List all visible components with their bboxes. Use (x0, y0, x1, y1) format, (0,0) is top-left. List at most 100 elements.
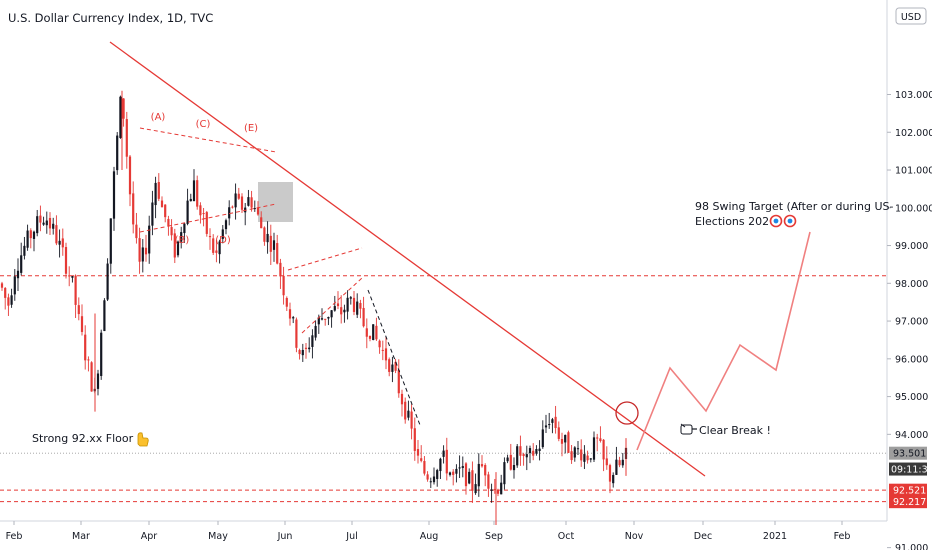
candle-body (592, 437, 596, 460)
flag-upper-line[interactable] (287, 247, 363, 271)
candle-body (407, 410, 410, 418)
candle-body (292, 317, 295, 319)
wave-label-b: (B) (175, 235, 190, 246)
candle-body (330, 310, 333, 318)
candle-body (557, 427, 560, 439)
candle-body (240, 196, 244, 210)
candle-body (208, 235, 212, 238)
currency-button[interactable]: USD (895, 7, 927, 25)
candle-body (404, 401, 407, 420)
candle-body (480, 464, 484, 467)
current-price-tag[interactable]: 93.501 (889, 446, 927, 460)
candle-body (269, 235, 272, 252)
candle-body (237, 193, 240, 199)
candle-body (224, 220, 228, 230)
level-tag-upper[interactable]: 92.521 (889, 483, 927, 497)
candle-body (212, 238, 215, 253)
pointing-hand-icon (680, 423, 697, 435)
time-axis[interactable]: Feb Mar Apr May Jun Jul Aug Sep Oct Nov Dec 2021 Feb (0, 520, 887, 542)
wave-label-e: (E) (244, 123, 258, 134)
target-note-line1: 98 Swing Target (After or during US- (695, 200, 893, 213)
highlight-box[interactable] (258, 182, 293, 222)
candle-body (135, 224, 138, 239)
candle-body (276, 243, 279, 264)
candle-body (308, 347, 311, 350)
candle-body (439, 458, 442, 472)
y-tick-label: 98.000 (895, 279, 928, 290)
candle-body (112, 171, 116, 219)
candle-body (544, 425, 548, 428)
candle-body (26, 230, 29, 248)
candle-body (116, 135, 119, 171)
candle-body (493, 489, 496, 491)
candle-body (4, 288, 7, 298)
candle-body (596, 437, 599, 439)
candle-body (148, 225, 151, 254)
currency-label: USD (901, 12, 921, 23)
candle-body (548, 424, 551, 426)
candle-body (420, 458, 423, 461)
candle-body (602, 439, 605, 460)
projection-path[interactable] (636, 231, 811, 451)
candle-body (132, 193, 135, 225)
candle-body (199, 205, 202, 216)
candle-body (340, 307, 343, 315)
candle-body (461, 466, 464, 468)
candle-body (96, 373, 100, 389)
triangle-lower-line[interactable] (139, 203, 277, 233)
candle-body (580, 449, 583, 461)
candle-body (346, 297, 349, 312)
x-tick-label: 2021 (763, 531, 787, 542)
candle-body (429, 481, 432, 483)
candle-body (16, 270, 20, 279)
candle-body (295, 319, 298, 348)
breakout-circle[interactable] (615, 401, 639, 425)
candle-body (7, 297, 10, 306)
candle-body (327, 316, 330, 319)
candle-body (400, 393, 404, 405)
descending-trendline[interactable] (109, 41, 706, 477)
candle-body (477, 463, 480, 487)
y-tick-label: 96.000 (895, 354, 928, 365)
candle-body (141, 247, 144, 262)
candle-body (13, 276, 16, 295)
triangle-upper-line[interactable] (139, 127, 277, 153)
candle-body (413, 428, 416, 451)
candle-body (554, 416, 557, 429)
candle-body (560, 438, 564, 444)
candle-body (618, 460, 621, 466)
candle-body (452, 471, 455, 475)
candle-body (36, 216, 39, 234)
x-tick-label: Jul (345, 531, 357, 542)
candle-body (532, 450, 535, 456)
candle-body (215, 250, 218, 253)
candles (0, 90, 628, 525)
clear-break-note: Clear Break ! (699, 424, 771, 437)
candle-body (426, 474, 429, 480)
candle-body (167, 218, 170, 226)
candle-body (333, 306, 336, 311)
candle-body (48, 217, 52, 229)
candle-body (71, 276, 74, 278)
candle-body (20, 255, 23, 273)
candle-body (416, 449, 420, 456)
wave-label-d: (D) (215, 235, 231, 246)
candle-body (384, 348, 388, 361)
candle-body (343, 309, 346, 313)
x-tick-label: Sep (485, 531, 503, 542)
breakdown-move-line[interactable] (367, 289, 421, 426)
candle-body (349, 297, 352, 299)
y-tick-label: 97.000 (895, 317, 928, 328)
candle-body (119, 96, 122, 138)
candle-body (484, 465, 487, 476)
candle-body (608, 465, 612, 482)
price-axis[interactable]: 103.000 102.000 101.000 100.000 99.000 98.000… (886, 0, 932, 550)
candle-body (372, 324, 375, 340)
countdown-label: 09:11:37 (891, 465, 932, 476)
candle-body (228, 207, 231, 219)
candle-body (375, 325, 378, 340)
candle-body (464, 463, 468, 487)
x-tick-label: Feb (6, 531, 23, 542)
level-tag-lower[interactable]: 92.217 (889, 495, 927, 509)
